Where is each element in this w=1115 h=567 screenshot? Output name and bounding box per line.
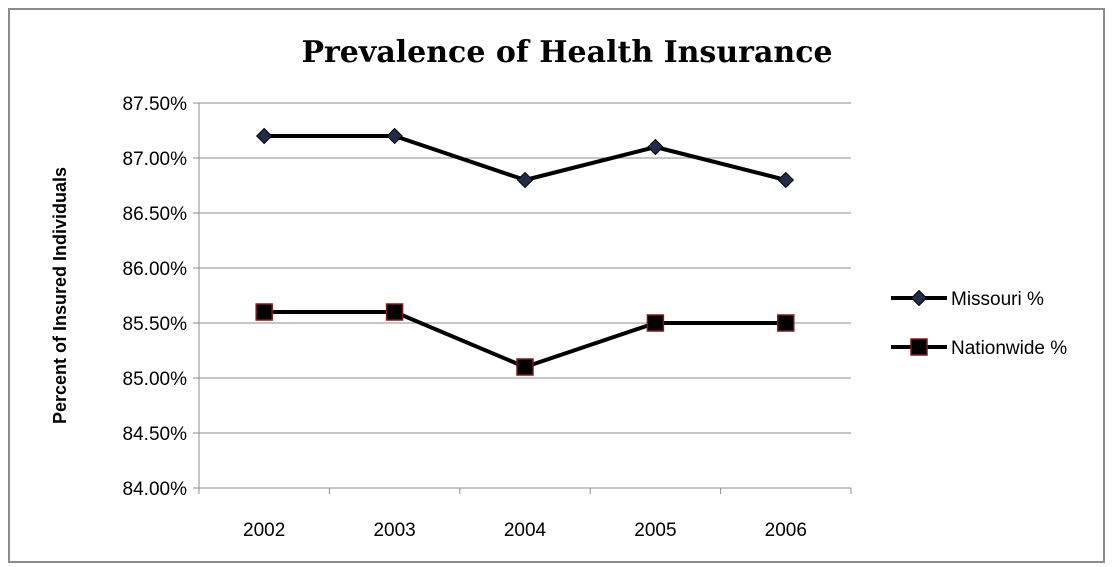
y-tick-label: 84.50% [123, 424, 188, 445]
x-axis-ticks: 2002 2003 2004 2005 2006 [198, 488, 852, 541]
x-tick-label: 2005 [634, 520, 676, 541]
y-tick-label: 85.00% [123, 369, 188, 390]
chart-title: Prevalence of Health Insurance [301, 35, 832, 70]
axes [198, 103, 851, 489]
legend-label: Missouri % [951, 289, 1044, 310]
y-axis-ticks: 84.00% 84.50% 85.00% 85.50% 86.00% 86.50% 87.0… [123, 94, 199, 500]
data-point [385, 303, 404, 321]
x-tick-label: 2004 [504, 520, 547, 541]
legend: Missouri % Nationwide % [891, 289, 1067, 359]
data-point [255, 303, 273, 321]
y-tick-label: 87.00% [123, 149, 188, 170]
legend-marker [910, 338, 928, 356]
legend-label: Nationwide % [951, 338, 1067, 359]
legend-item: Missouri % [891, 289, 1044, 310]
x-tick-label: 2003 [373, 520, 415, 541]
x-tick-label: 2002 [243, 520, 285, 541]
series-0 [255, 127, 795, 189]
legend-item: Nationwide % [891, 338, 1067, 359]
data-point [516, 358, 534, 376]
chart-frame [8, 8, 1105, 563]
data-point [777, 314, 795, 332]
y-tick-label: 87.50% [123, 94, 188, 115]
y-tick-label: 84.00% [123, 479, 188, 500]
y-axis-label: Percent of Insured Individuals [50, 167, 70, 424]
data-point [646, 314, 665, 332]
data-point [777, 171, 795, 189]
y-tick-label: 86.50% [123, 204, 188, 225]
x-tick-label: 2006 [765, 520, 807, 541]
series-1 [255, 303, 795, 376]
data-point [386, 127, 403, 145]
gridlines [199, 102, 851, 434]
data-point [647, 138, 664, 156]
y-tick-label: 86.00% [123, 259, 188, 280]
data-point [255, 127, 273, 145]
y-tick-label: 85.50% [123, 314, 188, 335]
data-point [516, 171, 534, 189]
series-layer [255, 127, 795, 376]
legend-marker [910, 289, 928, 307]
